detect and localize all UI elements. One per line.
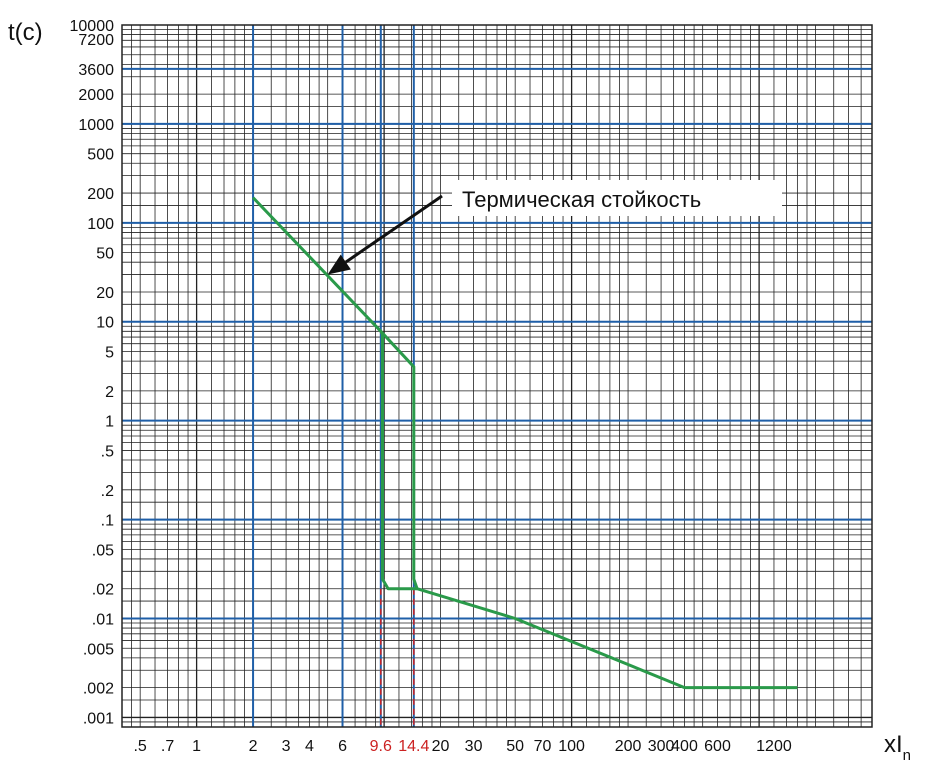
y-tick-label: 3600 <box>78 62 114 79</box>
x-tick-label: 9.6 <box>370 738 392 755</box>
x-tick-label: 2 <box>249 738 258 755</box>
x-tick-label: 600 <box>704 738 731 755</box>
x-tick-label: 20 <box>432 738 450 755</box>
y-tick-label: 2000 <box>78 87 114 104</box>
y-tick-label: .005 <box>83 641 114 658</box>
thermal-annotation: Термическая стойкость <box>327 180 782 275</box>
x-tick-label: 300 <box>648 738 675 755</box>
y-tick-label: 10 <box>96 315 114 332</box>
y-tick-label: 50 <box>96 246 114 263</box>
x-tick-label: 100 <box>558 738 585 755</box>
y-tick-label: 100 <box>87 216 114 233</box>
trip-curve-2 <box>379 330 418 591</box>
annotation-arrowhead <box>327 254 351 275</box>
y-tick-label: .2 <box>101 483 114 500</box>
y-tick-label: .01 <box>92 611 114 628</box>
x-tick-label: .5 <box>133 738 146 755</box>
annotation-text: Термическая стойкость <box>462 187 701 212</box>
y-tick-label: .002 <box>83 681 114 698</box>
x-tick-label: 3 <box>282 738 291 755</box>
x-axis-title-main: xI <box>884 731 903 758</box>
annotation-arrow <box>344 194 443 264</box>
y-tick-label: .5 <box>101 443 114 460</box>
y-tick-label: 2 <box>105 384 114 401</box>
x-tick-label: 14.4 <box>398 738 429 755</box>
x-tick-label: 1 <box>192 738 201 755</box>
x-axis-title-sub: n <box>903 747 911 764</box>
x-tick-label: 4 <box>305 738 314 755</box>
y-tick-label: 200 <box>87 186 114 203</box>
annotation-background <box>452 180 782 216</box>
y-tick-label: 10000 <box>70 18 115 35</box>
y-tick-label: .02 <box>92 582 114 599</box>
highlight-markers <box>380 588 415 727</box>
plot-frame <box>121 24 873 728</box>
x-tick-label: 200 <box>615 738 642 755</box>
major-grid <box>122 25 872 727</box>
x-tick-label: 70 <box>534 738 552 755</box>
y-tick-label: 5 <box>105 345 114 362</box>
y-tick-label: .05 <box>92 542 114 559</box>
x-tick-label: 6 <box>338 738 347 755</box>
x-tick-label: 400 <box>671 738 698 755</box>
y-tick-label: 1 <box>105 414 114 431</box>
trip-curves <box>252 196 798 690</box>
y-tick-label: 20 <box>96 285 114 302</box>
x-tick-label: 30 <box>465 738 483 755</box>
y-tick-label: .1 <box>101 513 114 530</box>
y-tick-label: 500 <box>87 147 114 164</box>
x-axis-title: xIn <box>884 731 911 764</box>
minor-grid <box>122 25 872 727</box>
y-tick-label: 7200 <box>78 32 114 49</box>
trip-curve-1 <box>252 196 798 690</box>
y-axis-title: t(c) <box>8 19 43 46</box>
x-tick-label: .7 <box>161 738 174 755</box>
y-tick-label: .001 <box>83 710 114 727</box>
y-tick-label: 1000 <box>78 117 114 134</box>
x-tick-label: 50 <box>506 738 524 755</box>
x-tick-label: 1200 <box>756 738 792 755</box>
